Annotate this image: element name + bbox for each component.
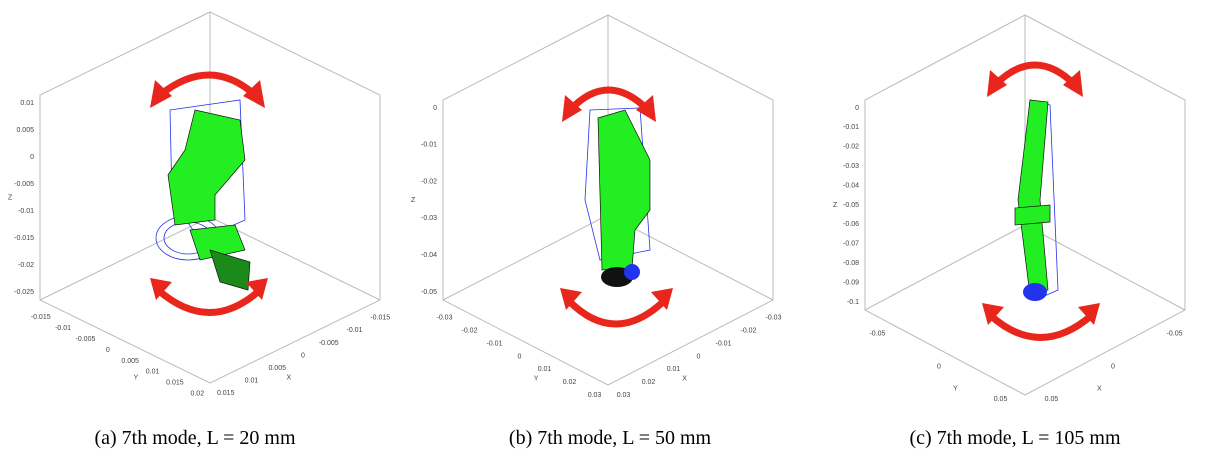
y-axis-label: Y [953,386,958,393]
z-tick-label: -0.015 [14,235,34,242]
y-tick-label: 0.05 [994,396,1008,403]
z-tick-label: -0.005 [14,181,34,188]
z-tick-label: -0.09 [843,279,859,286]
z-tick-label: -0.05 [421,289,437,296]
x-axis-label: X [1097,386,1102,393]
y-tick-label: 0 [937,363,941,370]
x-tick-label: -0.01 [347,327,363,334]
x-tick-label: 0.01 [667,366,681,373]
y-tick-label: 0 [518,353,522,360]
x-tick-label: 0.05 [1045,396,1059,403]
z-tick-label: -0.07 [843,241,859,248]
mode-shape-a [150,71,268,316]
x-axis-label: X [682,376,687,383]
x-tick-label: -0.03 [766,315,782,322]
y-tick-label: 0.015 [166,380,184,387]
mode-shape-b [560,86,673,328]
x-axis-label: X [287,374,292,381]
z-tick-label: 0 [30,154,34,161]
x-tick-label: 0.005 [268,365,286,372]
x-tick-label: -0.02 [741,328,757,335]
z-tick-label: 0.005 [16,127,34,134]
axes-box [39,11,381,384]
z-tick-label: -0.03 [843,163,859,170]
axes-box [864,14,1186,396]
y-tick-label: -0.01 [487,340,503,347]
y-tick-label: 0.005 [121,358,139,365]
x-tick-label: -0.01 [716,340,732,347]
caption: (c) 7th mode, L = 105 mm [909,427,1120,449]
z-axis-label: Z [833,202,838,209]
y-tick-label: 0.01 [146,369,160,376]
z-tick-label: 0 [433,105,437,112]
z-axis-label: Z [411,197,416,204]
z-tick-label: -0.03 [421,215,437,222]
y-tick-label: -0.015 [31,314,51,321]
x-tick-label: 0 [697,353,701,360]
z-tick-label: -0.02 [843,144,859,151]
x-tick-label: 0.015 [217,390,235,397]
y-axis-label: Y [134,374,139,381]
z-tick-label: -0.02 [18,262,34,269]
z-tick-label: 0 [855,105,859,112]
x-tick-label: 0.03 [617,392,631,399]
x-tick-label: -0.015 [370,315,390,322]
caption: (a) 7th mode, L = 20 mm [94,427,295,449]
z-tick-label: -0.01 [18,208,34,215]
y-tick-label: -0.01 [55,325,71,332]
z-tick-label: -0.01 [843,124,859,131]
z-tick-label: -0.02 [421,178,437,185]
x-tick-label: -0.05 [1167,331,1183,338]
y-tick-label: 0.02 [563,379,577,386]
z-tick-label: -0.06 [843,221,859,228]
z-tick-label: -0.04 [421,252,437,259]
axes-box [442,14,774,386]
x-tick-label: 0.02 [642,379,656,386]
y-tick-label: 0.03 [588,392,602,399]
x-tick-label: 0 [301,352,305,359]
y-tick-label: -0.02 [462,328,478,335]
z-tick-label: -0.04 [843,182,859,189]
z-tick-label: -0.1 [847,299,859,306]
x-tick-label: 0 [1111,363,1115,370]
z-tick-label: -0.01 [421,142,437,149]
x-tick-label: -0.005 [319,340,339,347]
caption: (b) 7th mode, L = 50 mm [509,427,712,449]
y-tick-label: -0.03 [437,315,453,322]
y-axis-label: Y [534,376,539,383]
y-tick-label: 0.01 [538,366,552,373]
z-tick-label: -0.08 [843,260,859,267]
z-tick-label: -0.05 [843,202,859,209]
y-tick-label: 0 [106,347,110,354]
y-tick-label: -0.05 [869,331,885,338]
z-axis-label: Z [8,194,13,201]
x-tick-label: 0.01 [245,377,259,384]
y-tick-label: -0.005 [76,336,96,343]
mode-shape-c [982,61,1100,341]
z-tick-label: -0.025 [14,289,34,296]
y-tick-label: 0.02 [190,391,204,398]
z-tick-label: 0.01 [20,100,34,107]
